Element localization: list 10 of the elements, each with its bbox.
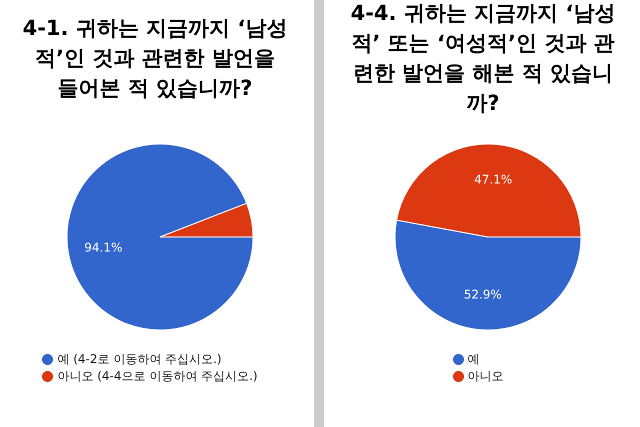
chart-title: 4-1. 귀하는 지금까지 ‘남성적’인 것과 관련한 발언을 들어본 적 있습니까?: [22, 15, 288, 102]
legend-label: 아니오: [468, 369, 504, 383]
legend-label: 예: [468, 352, 480, 366]
pie-slice: [66, 144, 254, 330]
legend-label: 예 (4-2로 이동하여 주십시오.): [57, 352, 222, 366]
chart-title: 4-4. 귀하는 지금까지 ‘남성적’ 또는 ‘여성적’인 것과 관련한 발언을 해본 적 있습니까?: [350, 0, 616, 115]
data-label: 47.1%: [474, 172, 512, 187]
data-label: 94.1%: [84, 240, 122, 255]
legend-label: 아니오 (4-4으로 이동하여 주십시오.): [57, 369, 258, 383]
data-label: 52.9%: [464, 287, 502, 302]
